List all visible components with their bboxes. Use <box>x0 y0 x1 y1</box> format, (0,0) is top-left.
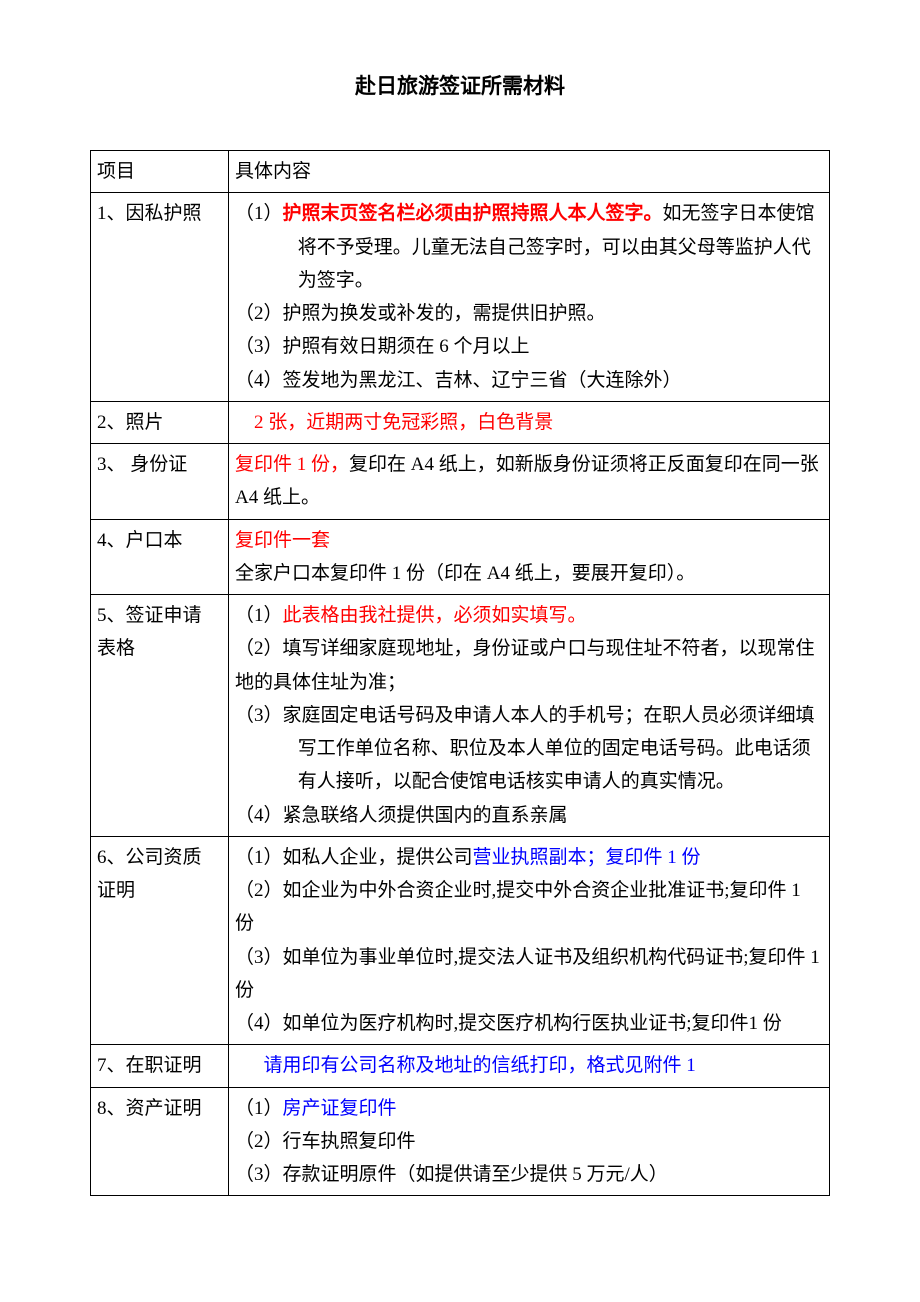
row7-text: 请用印有公司名称及地址的信纸打印，格式见附件 1 <box>235 1055 696 1076</box>
materials-table: 项目 具体内容 1、因私护照 （1）护照末页签名栏必须由护照持照人本人签字。如无… <box>90 150 830 1196</box>
row6-content: （1）如私人企业，提供公司营业执照副本；复印件 1 份 （2）如企业为中外合资企… <box>229 836 830 1045</box>
row8-i1-blue: 房产证复印件 <box>283 1098 397 1119</box>
row5-label: 5、签证申请 表格 <box>91 595 229 837</box>
row3-label: 3、 身份证 <box>91 444 229 520</box>
row6-i1-before: （1）如私人企业，提供公司 <box>235 847 473 868</box>
row6-label-l2: 证明 <box>97 880 135 901</box>
row2-text: 2 张，近期两寸免冠彩照，白色背景 <box>235 412 553 433</box>
row5-i4: （4）紧急联络人须提供国内的直系亲属 <box>235 799 823 832</box>
header-col2: 具体内容 <box>229 151 830 193</box>
row5-content: （1）此表格由我社提供，必须如实填写。 （2）填写详细家庭现地址，身份证或户口与… <box>229 595 830 837</box>
row5-label-l1: 5、签证申请 <box>97 605 202 626</box>
row-application-form: 5、签证申请 表格 （1）此表格由我社提供，必须如实填写。 （2）填写详细家庭现… <box>91 595 830 837</box>
row2-content: 2 张，近期两寸免冠彩照，白色背景 <box>229 401 830 443</box>
row6-label: 6、公司资质 证明 <box>91 836 229 1045</box>
row3-content: 复印件 1 份，复印在 A4 纸上，如新版身份证须将正反面复印在同一张 A4 纸… <box>229 444 830 520</box>
row-company-cert: 6、公司资质 证明 （1）如私人企业，提供公司营业执照副本；复印件 1 份 （2… <box>91 836 830 1045</box>
row8-label: 8、资产证明 <box>91 1087 229 1196</box>
row-work-cert: 7、在职证明 请用印有公司名称及地址的信纸打印，格式见附件 1 <box>91 1045 830 1087</box>
row5-i1-prefix: （1） <box>235 605 283 626</box>
header-col1: 项目 <box>91 151 229 193</box>
row-passport: 1、因私护照 （1）护照末页签名栏必须由护照持照人本人签字。如无签字日本使馆将不… <box>91 193 830 402</box>
row6-i4: （4）如单位为医疗机构时,提交医疗机构行医执业证书;复印件1 份 <box>235 1007 823 1040</box>
row6-i1-blue: 营业执照副本；复印件 1 份 <box>473 847 701 868</box>
row1-i4: （4）签发地为黑龙江、吉林、辽宁三省（大连除外） <box>235 364 823 397</box>
row-hukou: 4、户口本 复印件一套 全家户口本复印件 1 份（印在 A4 纸上，要展开复印）… <box>91 519 830 595</box>
row4-red: 复印件一套 <box>235 530 330 551</box>
row-asset-cert: 8、资产证明 （1）房产证复印件 （2）行车执照复印件 （3）存款证明原件（如提… <box>91 1087 830 1196</box>
row7-content: 请用印有公司名称及地址的信纸打印，格式见附件 1 <box>229 1045 830 1087</box>
row1-i3: （3）护照有效日期须在 6 个月以上 <box>235 330 823 363</box>
row6-i3: （3）如单位为事业单位时,提交法人证书及组织机构代码证书;复印件 1 份 <box>235 941 823 1008</box>
row5-i3: （3）家庭固定电话号码及申请人本人的手机号；在职人员必须详细填写工作单位名称、职… <box>235 699 823 799</box>
row1-content: （1）护照末页签名栏必须由护照持照人本人签字。如无签字日本使馆将不予受理。儿童无… <box>229 193 830 402</box>
row1-label: 1、因私护照 <box>91 193 229 402</box>
row6-label-l1: 6、公司资质 <box>97 847 202 868</box>
row6-i2: （2）如企业为中外合资企业时,提交中外合资企业批准证书;复印件 1 份 <box>235 874 823 941</box>
row8-i1-prefix: （1） <box>235 1098 283 1119</box>
row1-i1-prefix: （1） <box>235 203 283 224</box>
row-idcard: 3、 身份证 复印件 1 份，复印在 A4 纸上，如新版身份证须将正反面复印在同… <box>91 444 830 520</box>
row5-label-l2: 表格 <box>97 638 135 659</box>
row4-content: 复印件一套 全家户口本复印件 1 份（印在 A4 纸上，要展开复印）。 <box>229 519 830 595</box>
row7-label: 7、在职证明 <box>91 1045 229 1087</box>
row5-i1-red: 此表格由我社提供，必须如实填写。 <box>283 605 587 626</box>
row2-label: 2、照片 <box>91 401 229 443</box>
row-photo: 2、照片 2 张，近期两寸免冠彩照，白色背景 <box>91 401 830 443</box>
row8-i3: （3）存款证明原件（如提供请至少提供 5 万元/人） <box>235 1158 823 1191</box>
page-title: 赴日旅游签证所需材料 <box>90 70 830 100</box>
row5-i2: （2）填写详细家庭现地址，身份证或户口与现住址不符者，以现常住地的具体住址为准； <box>235 632 823 699</box>
row4-line2: 全家户口本复印件 1 份（印在 A4 纸上，要展开复印）。 <box>235 557 823 590</box>
row8-content: （1）房产证复印件 （2）行车执照复印件 （3）存款证明原件（如提供请至少提供 … <box>229 1087 830 1196</box>
row3-red: 复印件 1 份， <box>235 454 349 475</box>
row1-i2: （2）护照为换发或补发的，需提供旧护照。 <box>235 297 823 330</box>
row1-i1-red: 护照末页签名栏必须由护照持照人本人签字。 <box>283 203 663 224</box>
table-header-row: 项目 具体内容 <box>91 151 830 193</box>
row4-label: 4、户口本 <box>91 519 229 595</box>
row8-i2: （2）行车执照复印件 <box>235 1125 823 1158</box>
